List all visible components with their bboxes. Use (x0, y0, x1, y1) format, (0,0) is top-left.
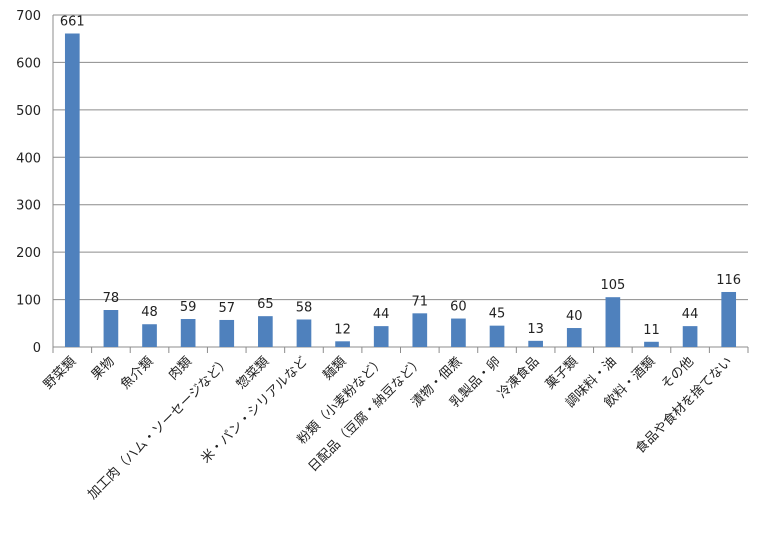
data-label: 44 (373, 307, 390, 322)
x-tick-label: 魚介類 (118, 354, 156, 392)
y-tick-label: 600 (16, 56, 41, 71)
data-label: 59 (180, 300, 197, 315)
y-tick-label: 700 (16, 9, 41, 24)
data-label: 12 (334, 322, 351, 337)
bar (296, 319, 312, 347)
bar (258, 316, 273, 347)
x-tick-label: 果物 (89, 354, 118, 383)
bar (142, 324, 157, 347)
bar (682, 326, 698, 347)
data-label: 105 (600, 278, 625, 293)
data-label: 57 (218, 301, 235, 316)
bar (451, 318, 466, 347)
y-tick-label: 200 (16, 246, 41, 261)
x-axis-ticks: 野菜類 果物 魚介類 肉類加工肉（ハム・ソーセージなど） 惣菜類米・パン・シリアルなど麺… (41, 354, 736, 503)
bar (373, 326, 389, 347)
x-tick-label: 冷凍食品 (494, 354, 542, 402)
bar (721, 291, 737, 347)
bar (528, 340, 543, 347)
data-label: 40 (566, 309, 583, 324)
y-axis-ticks: 0 100 200 300 400 500 600 700 (16, 9, 41, 356)
data-label: 60 (450, 300, 467, 315)
data-label: 71 (412, 294, 429, 309)
x-tick-label: 加工肉（ハム・ソーセージなど） (85, 354, 233, 502)
y-tick-label: 400 (16, 151, 41, 166)
y-tick-label: 300 (16, 199, 41, 214)
y-tick-label: 100 (16, 294, 41, 309)
data-label: 48 (141, 305, 158, 320)
bar (412, 313, 428, 347)
y-tick-label: 500 (16, 104, 41, 119)
bar (64, 33, 80, 348)
x-tick-label: 肉類 (166, 354, 195, 383)
bar (605, 297, 621, 347)
bar (335, 341, 350, 347)
bar (566, 328, 582, 347)
x-tick-label: 麺類 (320, 354, 349, 383)
x-tick-label: 野菜類 (41, 354, 79, 392)
bar (180, 319, 196, 347)
data-label: 661 (60, 14, 85, 29)
data-labels: 661 78 48 59 57 65 58 12 44 71 60 45 13 40 105 11 44 116 (60, 14, 741, 337)
data-label: 78 (103, 291, 120, 306)
data-label: 44 (682, 307, 699, 322)
data-label: 45 (489, 307, 506, 322)
bar (219, 319, 235, 347)
data-label: 116 (716, 273, 741, 288)
data-label: 13 (527, 322, 544, 337)
bar (489, 325, 505, 347)
data-label: 65 (257, 297, 274, 312)
gridlines (52, 14, 749, 353)
bars (64, 33, 737, 348)
data-label: 58 (296, 300, 313, 315)
data-label: 11 (643, 323, 660, 338)
y-tick-label: 0 (33, 341, 41, 356)
bar (103, 310, 119, 347)
bar (644, 341, 659, 347)
